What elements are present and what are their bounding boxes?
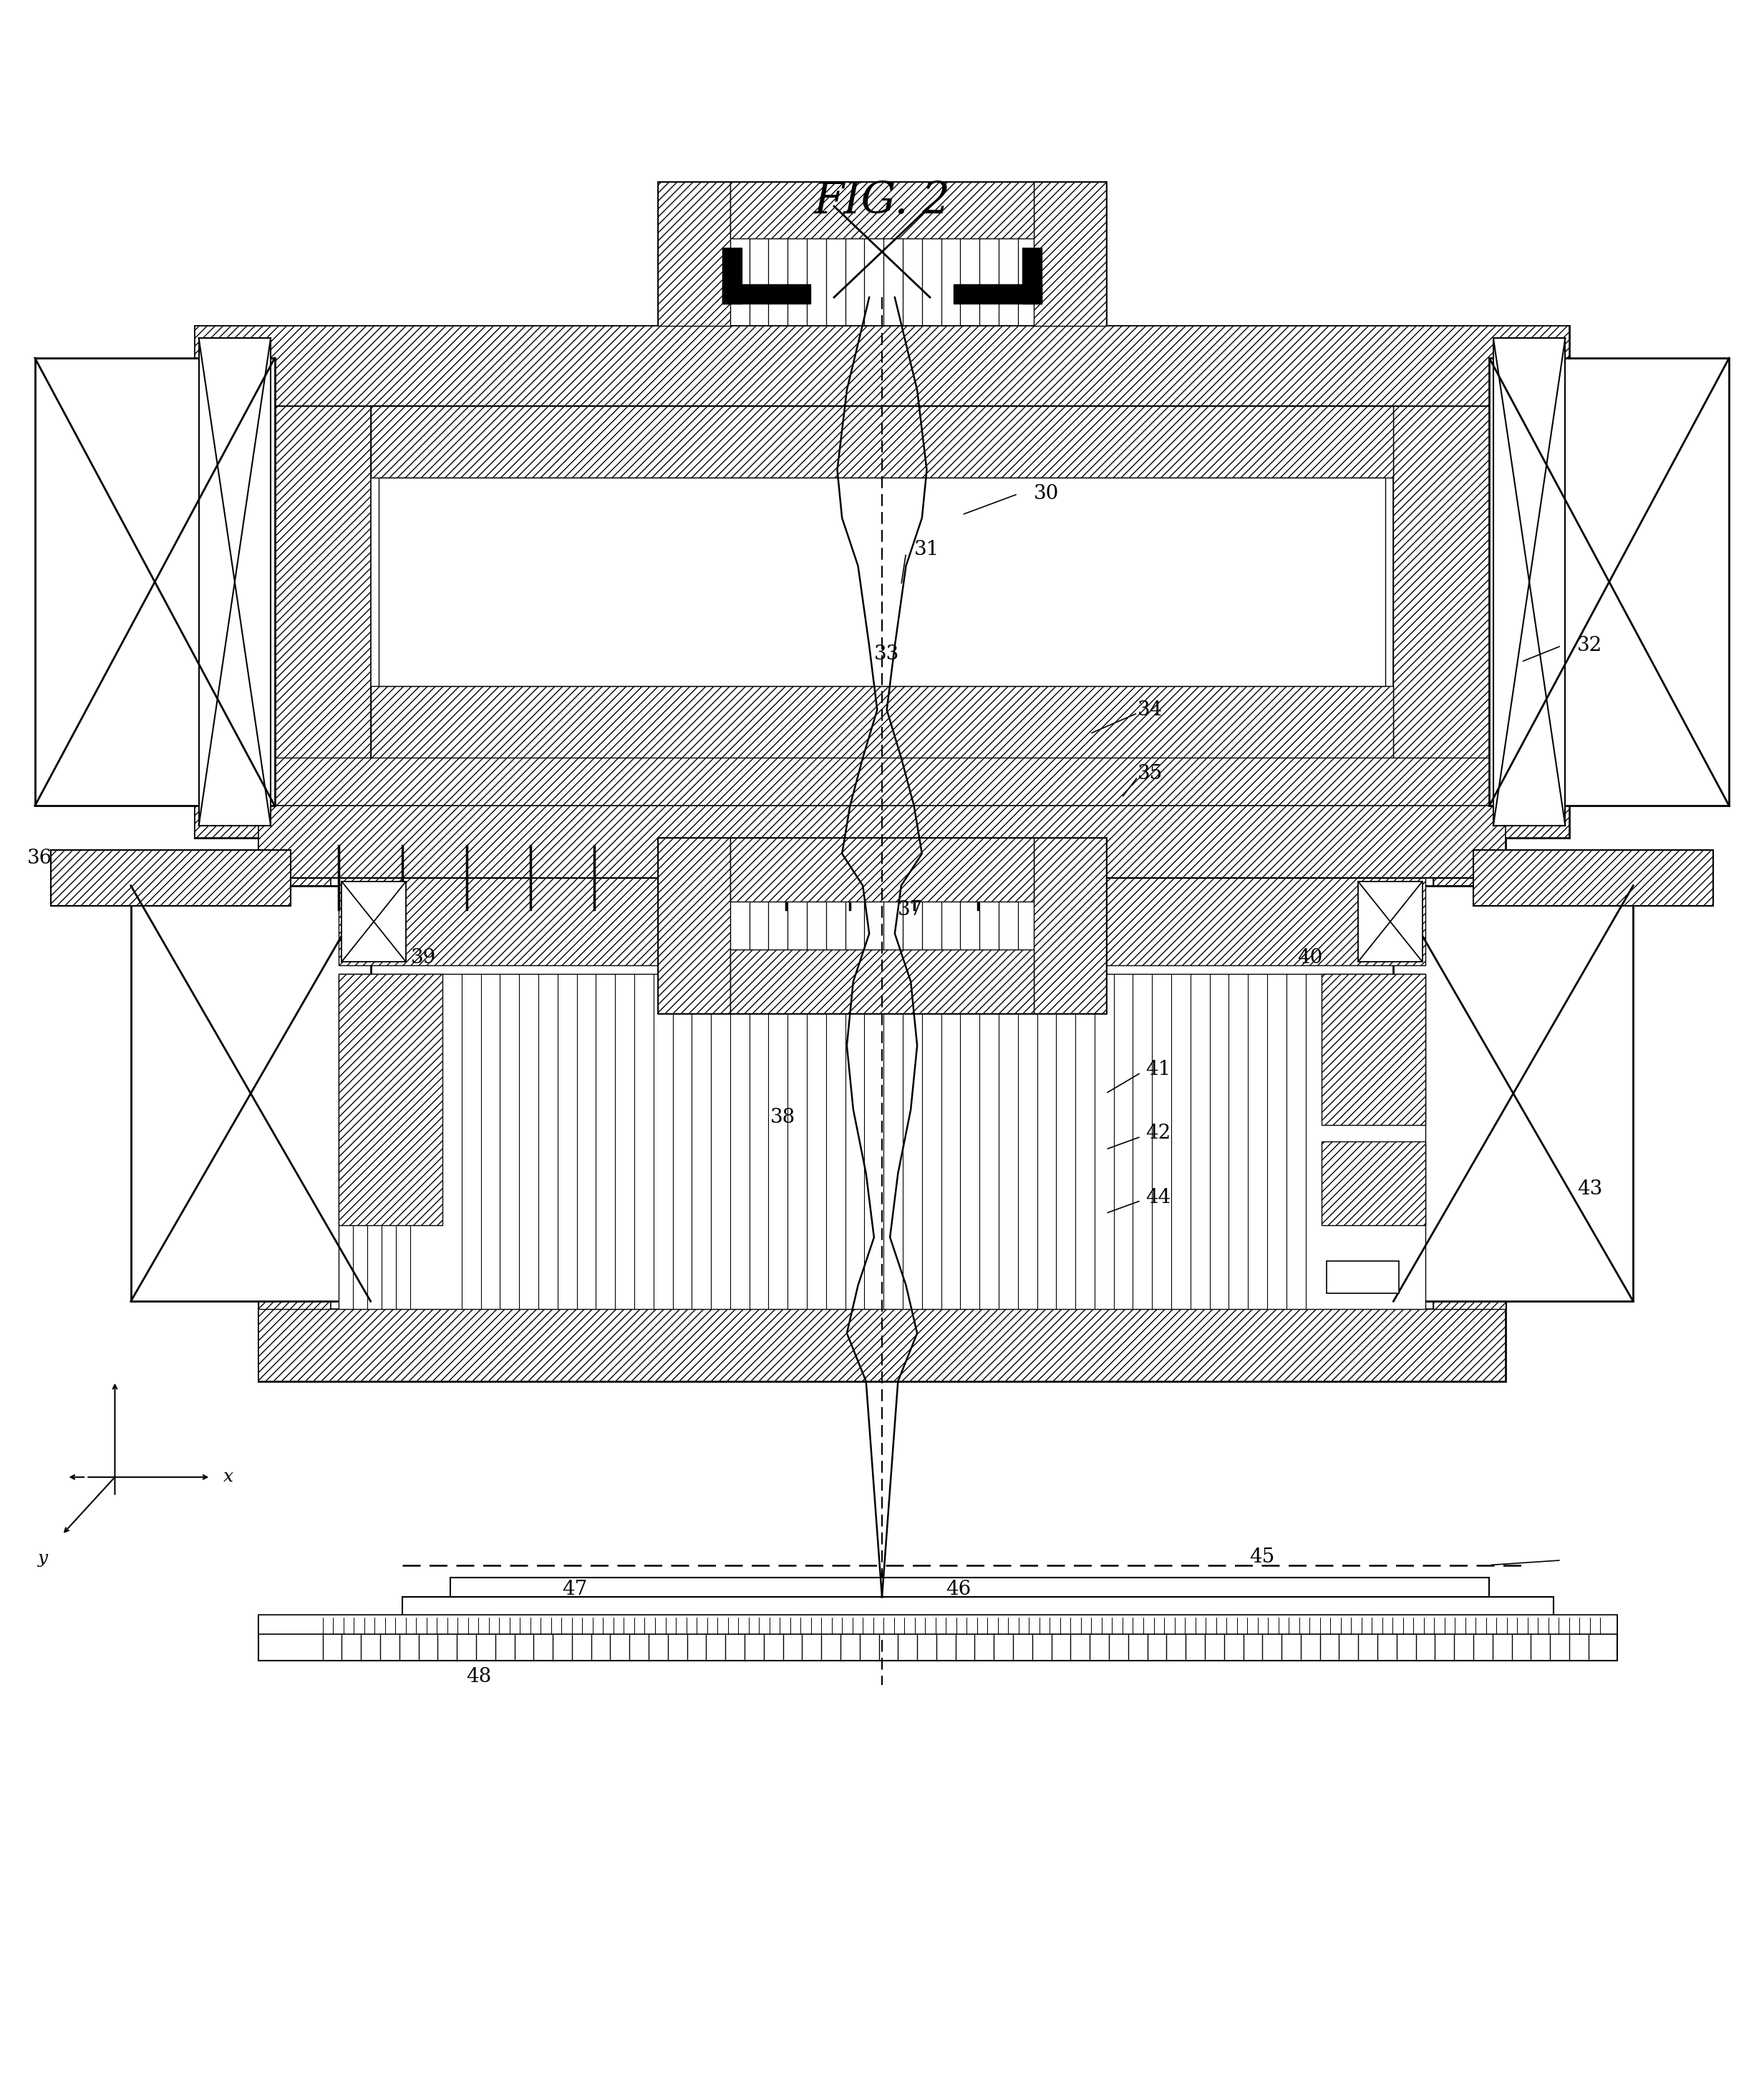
Text: 42: 42 (1145, 1123, 1171, 1144)
Bar (1321, 1142, 1425, 1225)
Bar (35, 358, 275, 805)
Bar (954, 284, 1043, 303)
Bar (658, 182, 1106, 326)
Text: 40: 40 (1298, 947, 1323, 968)
Text: 32: 32 (1577, 636, 1602, 654)
Bar (658, 182, 730, 326)
Bar (1394, 406, 1489, 757)
Text: 30: 30 (1034, 485, 1058, 504)
Text: 34: 34 (1138, 700, 1162, 719)
Text: 47: 47 (563, 1579, 587, 1600)
Text: 46: 46 (946, 1579, 972, 1600)
Text: x: x (224, 1468, 233, 1485)
Bar (1394, 887, 1633, 1301)
Bar (259, 805, 1505, 1382)
Bar (721, 249, 741, 303)
Bar (370, 406, 1394, 479)
Bar (379, 479, 1385, 686)
Bar (1321, 974, 1425, 1125)
Bar (194, 326, 1570, 838)
Bar (259, 1616, 1618, 1660)
Bar (131, 887, 370, 1301)
Bar (450, 1579, 1489, 1598)
Bar (194, 757, 1570, 838)
Bar (370, 686, 1394, 757)
Bar (730, 838, 1034, 901)
Bar (1327, 1261, 1399, 1294)
Bar (259, 878, 330, 1309)
Bar (275, 406, 370, 757)
Text: 39: 39 (411, 947, 436, 968)
Bar (1489, 358, 1729, 805)
Bar (1034, 838, 1106, 1014)
Bar (339, 878, 1425, 966)
Bar (658, 838, 730, 1014)
Bar (730, 949, 1034, 1014)
Bar (1434, 878, 1505, 1309)
Text: 45: 45 (1249, 1547, 1275, 1566)
Text: 38: 38 (771, 1108, 796, 1127)
Text: FIG. 2: FIG. 2 (813, 180, 951, 224)
Bar (721, 284, 810, 303)
Text: 48: 48 (466, 1667, 492, 1687)
Bar (51, 849, 291, 905)
Bar (330, 878, 1434, 1309)
Bar (259, 1614, 1618, 1633)
Bar (339, 974, 443, 1225)
Text: 43: 43 (1577, 1179, 1602, 1198)
Text: y: y (39, 1552, 48, 1566)
Bar (370, 406, 1394, 757)
Text: 37: 37 (898, 899, 923, 920)
Text: 44: 44 (1145, 1188, 1171, 1207)
Bar (194, 326, 1570, 406)
Text: 36: 36 (26, 849, 53, 868)
Text: 31: 31 (914, 539, 938, 560)
Bar (199, 339, 270, 826)
Bar (1358, 882, 1422, 962)
Bar (259, 1309, 1505, 1382)
Bar (730, 182, 1034, 238)
Bar (339, 974, 1425, 1309)
Bar (1034, 182, 1106, 326)
Bar (1473, 849, 1713, 905)
Text: 41: 41 (1145, 1060, 1171, 1079)
Bar (402, 1598, 1554, 1618)
Bar (658, 838, 1106, 1014)
Text: 33: 33 (873, 644, 900, 663)
Bar (1494, 339, 1565, 826)
Text: 35: 35 (1138, 763, 1162, 784)
Bar (342, 882, 406, 962)
Bar (1023, 249, 1043, 303)
Bar (259, 805, 1505, 878)
